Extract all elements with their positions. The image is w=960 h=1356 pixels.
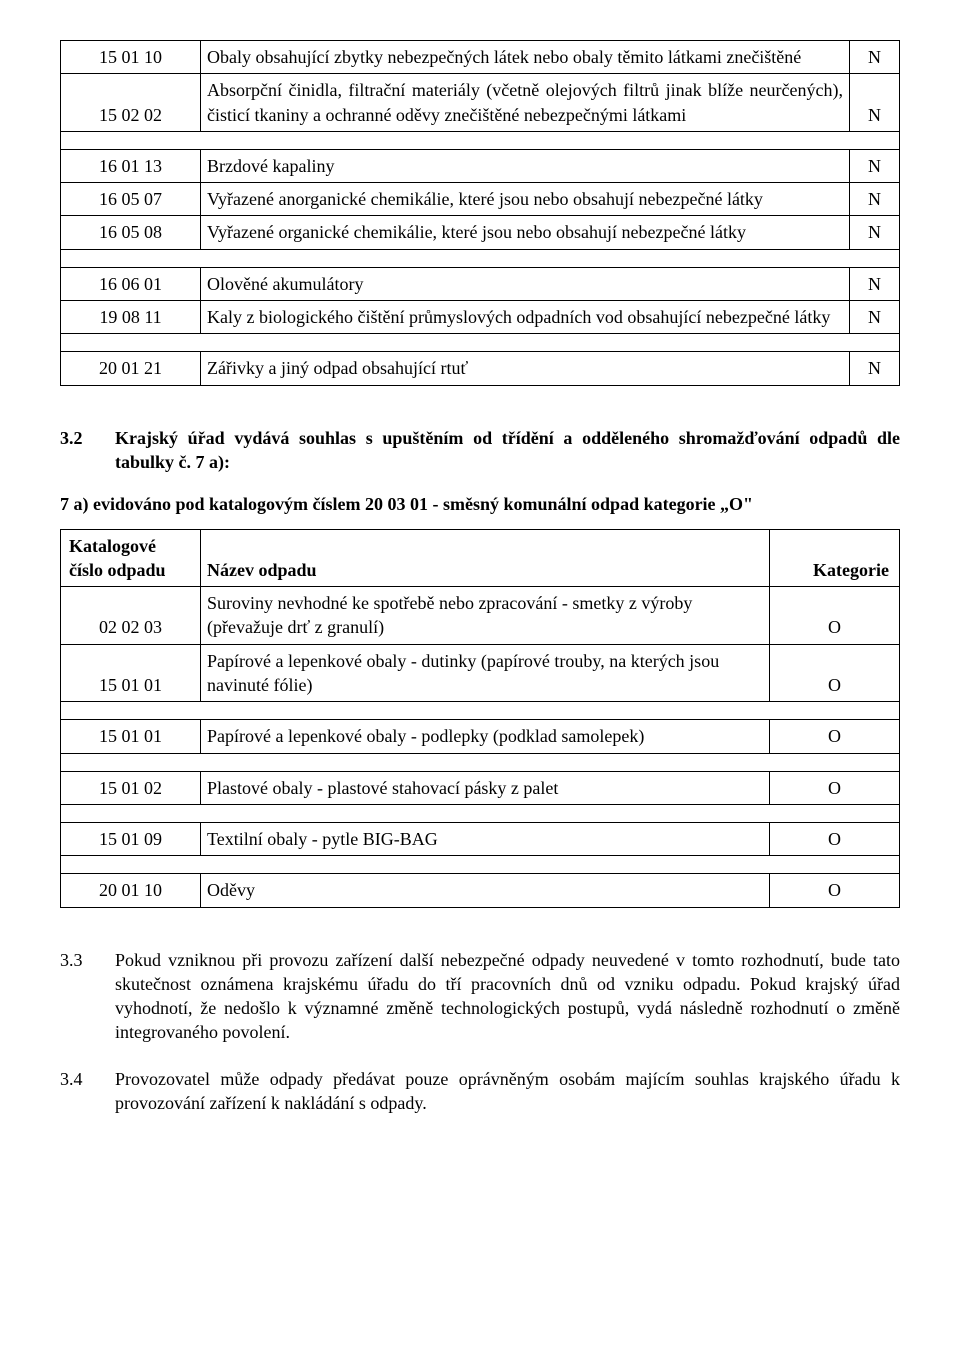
code-cell: 16 05 08: [61, 216, 201, 249]
cat-cell: O: [770, 587, 900, 645]
desc-cell: Oděvy: [201, 874, 770, 907]
table-row: 15 01 01Papírové a lepenkové obaly - pod…: [61, 720, 900, 753]
section-text: Provozovatel může odpady předávat pouze …: [115, 1067, 900, 1116]
code-cell: 19 08 11: [61, 301, 201, 334]
table-row: [61, 334, 900, 352]
cat-cell: N: [850, 301, 900, 334]
section-number: 3.4: [60, 1067, 115, 1116]
table-row: 15 02 02Absorpční činidla, filtrační mat…: [61, 74, 900, 132]
table-header-row: Katalogové číslo odpadu Název odpadu Kat…: [61, 529, 900, 587]
spacer-cell: [61, 856, 900, 874]
table-row: 16 01 13Brzdové kapalinyN: [61, 149, 900, 182]
desc-cell: Papírové a lepenkové obaly - dutinky (pa…: [201, 644, 770, 702]
table-row: 20 01 21Zářivky a jiný odpad obsahující …: [61, 352, 900, 385]
code-cell: 20 01 10: [61, 874, 201, 907]
spacer-cell: [61, 249, 900, 267]
desc-cell: Absorpční činidla, filtrační materiály (…: [201, 74, 850, 132]
section-3-3: 3.3 Pokud vzniknou při provozu zařízení …: [60, 948, 900, 1045]
desc-cell: Kaly z biologického čištění průmyslových…: [201, 301, 850, 334]
desc-cell: Textilní obaly - pytle BIG-BAG: [201, 822, 770, 855]
section-text: Pokud vzniknou při provozu zařízení dalš…: [115, 948, 900, 1045]
code-cell: 15 01 02: [61, 771, 201, 804]
cat-cell: N: [850, 74, 900, 132]
section-number: 3.2: [60, 426, 115, 475]
spacer-cell: [61, 804, 900, 822]
table-7a-heading: 7 a) evidováno pod katalogovým číslem 20…: [60, 492, 900, 516]
desc-cell: Plastové obaly - plastové stahovací pásk…: [201, 771, 770, 804]
hazardous-waste-table: 15 01 10Obaly obsahující zbytky nebezpeč…: [60, 40, 900, 386]
table-row: [61, 804, 900, 822]
spacer-cell: [61, 702, 900, 720]
spacer-cell: [61, 131, 900, 149]
cat-cell: O: [770, 644, 900, 702]
table-row: 15 01 09Textilní obaly - pytle BIG-BAGO: [61, 822, 900, 855]
col-category: Kategorie: [770, 529, 900, 587]
cat-cell: N: [850, 352, 900, 385]
table-row: 15 01 10Obaly obsahující zbytky nebezpeč…: [61, 41, 900, 74]
category-o-table: Katalogové číslo odpadu Název odpadu Kat…: [60, 529, 900, 908]
cat-cell: N: [850, 41, 900, 74]
desc-cell: Olověné akumulátory: [201, 267, 850, 300]
desc-cell: Papírové a lepenkové obaly - podlepky (p…: [201, 720, 770, 753]
section-3-2: 3.2 Krajský úřad vydává souhlas s upuště…: [60, 426, 900, 475]
table-row: 16 06 01Olověné akumulátoryN: [61, 267, 900, 300]
spacer-cell: [61, 753, 900, 771]
section-text: Krajský úřad vydává souhlas s upuštěním …: [115, 426, 900, 475]
table-row: [61, 702, 900, 720]
code-cell: 16 06 01: [61, 267, 201, 300]
cat-cell: N: [850, 267, 900, 300]
cat-cell: O: [770, 720, 900, 753]
table-row: 19 08 11Kaly z biologického čištění prům…: [61, 301, 900, 334]
table-row: [61, 753, 900, 771]
table-row: 02 02 03Suroviny nevhodné ke spotřebě ne…: [61, 587, 900, 645]
table-row: [61, 249, 900, 267]
desc-cell: Vyřazené organické chemikálie, které jso…: [201, 216, 850, 249]
code-cell: 16 05 07: [61, 183, 201, 216]
desc-cell: Vyřazené anorganické chemikálie, které j…: [201, 183, 850, 216]
cat-cell: O: [770, 771, 900, 804]
table-row: 16 05 07Vyřazené anorganické chemikálie,…: [61, 183, 900, 216]
col-catalog-code: Katalogové číslo odpadu: [61, 529, 201, 587]
table-row: [61, 856, 900, 874]
code-cell: 16 01 13: [61, 149, 201, 182]
cat-cell: N: [850, 183, 900, 216]
table-row: 15 01 02Plastové obaly - plastové stahov…: [61, 771, 900, 804]
section-number: 3.3: [60, 948, 115, 1045]
desc-cell: Suroviny nevhodné ke spotřebě nebo zprac…: [201, 587, 770, 645]
code-cell: 02 02 03: [61, 587, 201, 645]
table-row: 15 01 01Papírové a lepenkové obaly - dut…: [61, 644, 900, 702]
table-row: [61, 131, 900, 149]
desc-cell: Zářivky a jiný odpad obsahující rtuť: [201, 352, 850, 385]
cat-cell: N: [850, 216, 900, 249]
code-cell: 15 01 01: [61, 720, 201, 753]
code-cell: 15 01 10: [61, 41, 201, 74]
code-cell: 15 02 02: [61, 74, 201, 132]
cat-cell: N: [850, 149, 900, 182]
table-row: 20 01 10OděvyO: [61, 874, 900, 907]
spacer-cell: [61, 334, 900, 352]
code-cell: 15 01 01: [61, 644, 201, 702]
cat-cell: O: [770, 874, 900, 907]
desc-cell: Brzdové kapaliny: [201, 149, 850, 182]
table-row: 16 05 08Vyřazené organické chemikálie, k…: [61, 216, 900, 249]
cat-cell: O: [770, 822, 900, 855]
code-cell: 15 01 09: [61, 822, 201, 855]
col-name: Název odpadu: [201, 529, 770, 587]
desc-cell: Obaly obsahující zbytky nebezpečných lát…: [201, 41, 850, 74]
section-3-4: 3.4 Provozovatel může odpady předávat po…: [60, 1067, 900, 1116]
code-cell: 20 01 21: [61, 352, 201, 385]
